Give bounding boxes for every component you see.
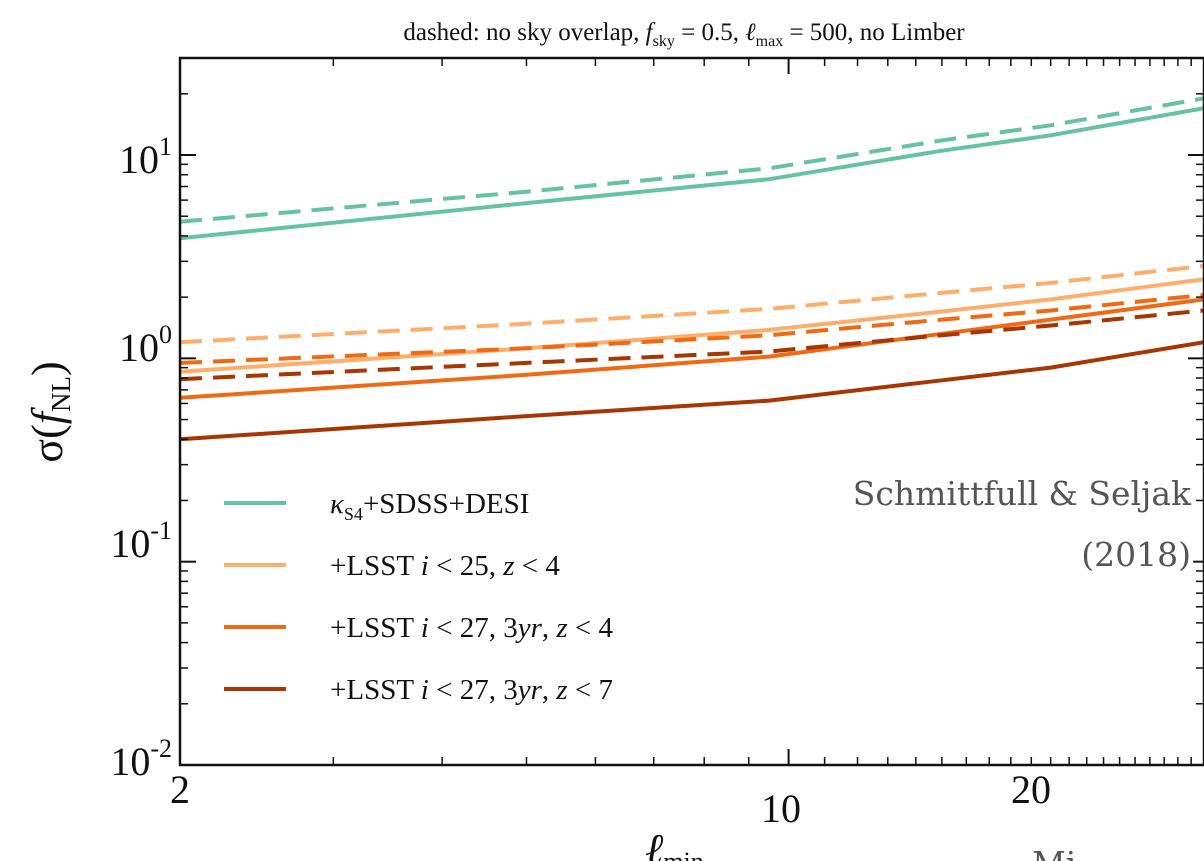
series-line-0-solid <box>179 106 1204 241</box>
xtick-labels: 2 10 20 <box>170 767 1051 831</box>
y-axis-label: σ(fNL) <box>23 361 76 462</box>
series-line-6-dashed <box>179 293 1204 365</box>
title-lmax-sub: max <box>756 33 784 50</box>
ytick-label-1e1: 101 <box>119 132 172 182</box>
ytick-label-1e0: 100 <box>119 320 172 370</box>
ytick-labels: 101 100 10-1 10-2 <box>110 132 172 784</box>
legend: κS4+SDSS+DESI +LSST i < 25, z < 4 +LSST … <box>224 488 614 706</box>
legend-label-3: +LSST i < 27, 3yr, z < 7 <box>330 674 613 706</box>
chart-title: dashed: no sky overlap, fsky = 0.5, ℓmax… <box>403 19 965 50</box>
title-lmax-val: = 500, no Limber <box>783 19 965 46</box>
annotation-line2: (2018) <box>1081 535 1191 574</box>
title-prefix: dashed: no sky overlap, <box>403 19 645 46</box>
annotation-line1: Schmittfull & Seljak <box>853 474 1192 513</box>
annotation: Schmittfull & Seljak (2018) <box>735 462 1193 592</box>
title-lmax: ℓ <box>745 19 756 46</box>
ytick-label-1e-1: 10-1 <box>110 516 172 566</box>
ytick-label-1e-2: 10-2 <box>110 734 172 784</box>
series-line-5-dashed <box>179 263 1204 345</box>
series-line-1-solid <box>179 277 1204 374</box>
title-fsky-sub: sky <box>653 33 675 50</box>
x-axis-label: ℓmin <box>645 825 704 861</box>
footer-text: Mi <box>1032 844 1076 861</box>
xtick-label-10: 10 <box>761 786 801 831</box>
xtick-label-20: 20 <box>1011 767 1051 812</box>
legend-label-1: +LSST i < 25, z < 4 <box>330 550 560 582</box>
series-line-7-dashed <box>179 308 1204 382</box>
series-line-3-solid <box>179 340 1204 442</box>
legend-label-2: +LSST i < 27, 3yr, z < 4 <box>330 612 614 644</box>
title-fsky-val: = 0.5, <box>675 19 745 46</box>
plot-frame <box>178 56 1204 767</box>
series-layer <box>179 96 1204 442</box>
title-fsky: f <box>646 19 656 46</box>
xtick-label-2: 2 <box>170 767 190 812</box>
legend-label-0: κS4+SDSS+DESI <box>330 488 529 524</box>
series-line-4-dashed <box>179 96 1204 224</box>
